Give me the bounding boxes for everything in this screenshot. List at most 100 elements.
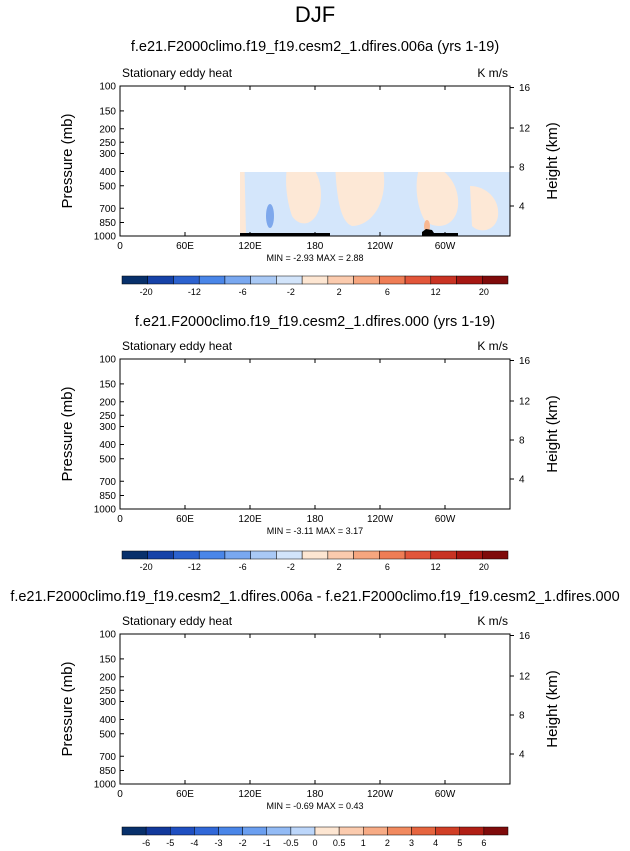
colorbar-swatch: [276, 550, 303, 560]
y-tick-label: 150: [99, 654, 116, 665]
topography: [240, 233, 330, 236]
y-right-tick-label: 16: [519, 631, 531, 642]
y-tick-label: 200: [99, 397, 116, 408]
colorbar-swatch: [430, 550, 457, 560]
min-max-label: MIN = -3.11 MAX = 3.17: [267, 526, 363, 536]
y-right-tick-label: 16: [519, 83, 531, 94]
y-right-tick-label: 8: [519, 436, 525, 447]
y-right-tick-label: 8: [519, 163, 525, 174]
topography: [422, 777, 458, 784]
y-axis-right-title: Height (km): [544, 670, 561, 748]
colorbar-swatch: [218, 826, 243, 836]
colorbar-label: 2: [337, 562, 342, 572]
x-tick-label: 120E: [238, 789, 262, 800]
colorbar-label: -2: [287, 562, 295, 572]
colorbar-label: -4: [190, 838, 198, 848]
colorbar-swatch: [482, 275, 509, 285]
panel-title: f.e21.F2000climo.f19_f19.cesm2_1.dfires.…: [135, 314, 495, 330]
contour-region: [177, 136, 230, 231]
colorbar-swatch: [435, 826, 460, 836]
colorbar-label: -20: [140, 562, 153, 572]
colorbar-swatch: [353, 275, 380, 285]
colorbar-swatch: [250, 275, 277, 285]
colorbar-swatch: [224, 275, 251, 285]
contour-region: [266, 477, 274, 501]
colorbar-label: 2: [385, 838, 390, 848]
contour-region: [425, 138, 431, 158]
y-right-tick-label: 4: [519, 202, 525, 213]
left-string: Stationary eddy heat: [122, 66, 233, 80]
panels: f.e21.F2000climo.f19_f19.cesm2_1.dfires.…: [10, 39, 619, 848]
x-tick-label: 120W: [367, 514, 394, 525]
y-tick-label: 400: [99, 715, 116, 726]
colorbar-swatch: [379, 550, 406, 560]
colorbar-label: 2: [337, 287, 342, 297]
right-string: K m/s: [477, 339, 508, 353]
colorbar: -20 -12 -6 -2 2 6 12 20: [121, 275, 509, 297]
colorbar-swatch: [459, 826, 485, 836]
contour-region: [154, 644, 193, 742]
colorbar-swatch: [147, 275, 174, 285]
y-tick-label: 300: [99, 697, 116, 708]
y-tick-label: 850: [99, 218, 116, 229]
y-tick-label: 400: [99, 167, 116, 178]
contour-region: [120, 733, 158, 784]
colorbar-swatch: [224, 550, 251, 560]
colorbar-swatch: [198, 550, 226, 560]
y-right-tick-label: 12: [519, 397, 531, 408]
contour-region: [416, 172, 459, 226]
y-right-tick-label: 16: [519, 356, 531, 367]
contour-region: [472, 714, 507, 771]
colorbar-label: 5: [457, 838, 462, 848]
x-tick-label: 60W: [435, 789, 456, 800]
colorbar-swatch: [482, 550, 509, 560]
contour-region: [127, 208, 133, 220]
colorbar-swatch: [170, 826, 195, 836]
colorbar-label: -6: [239, 562, 247, 572]
colorbar-swatch: [301, 550, 329, 560]
colorbar-label: -6: [142, 838, 150, 848]
colorbar-label: 12: [431, 562, 441, 572]
colorbar-label: 6: [481, 838, 486, 848]
min-max-label: MIN = -0.69 MAX = 0.43: [266, 801, 363, 811]
colorbar-swatch: [290, 826, 316, 836]
x-tick-label: 120E: [238, 514, 262, 525]
y-tick-label: 300: [99, 149, 116, 160]
y-tick-label: 700: [99, 752, 116, 763]
x-tick-label: 120E: [238, 241, 262, 252]
colorbar-label: -12: [188, 562, 201, 572]
contour-field: [120, 136, 510, 236]
colorbar-label: 0.5: [333, 838, 346, 848]
x-tick-label: 60E: [176, 789, 194, 800]
y-tick-label: 100: [99, 630, 116, 641]
colorbar-swatch: [404, 275, 432, 285]
y-tick-label: 850: [99, 491, 116, 502]
contour-region: [424, 220, 430, 232]
contour-region: [425, 411, 431, 431]
y-tick-label: 500: [99, 454, 116, 465]
x-tick-label: 120W: [367, 241, 394, 252]
colorbar-label: -5: [166, 838, 174, 848]
figure-title: DJF: [295, 2, 335, 27]
contour-region: [266, 204, 274, 228]
y-tick-label: 500: [99, 181, 116, 192]
x-tick-label: 0: [117, 514, 123, 525]
topography: [120, 225, 166, 236]
colorbar-swatch: [121, 826, 147, 836]
y-right-tick-label: 4: [519, 475, 525, 486]
contour-region: [177, 409, 230, 504]
contour-region: [120, 380, 510, 509]
panel-title: f.e21.F2000climo.f19_f19.cesm2_1.dfires.…: [10, 589, 619, 605]
chart-panel-3: f.e21.F2000climo.f19_f19.cesm2_1.dfires.…: [10, 589, 619, 848]
topography: [422, 502, 458, 509]
y-axis-right-title: Height (km): [544, 395, 561, 473]
y-tick-label: 250: [99, 686, 116, 697]
contour-region: [236, 419, 246, 507]
x-tick-label: 60W: [435, 241, 456, 252]
contour-region: [416, 644, 461, 725]
y-axis-title: Pressure (mb): [59, 113, 76, 208]
contour-field: [120, 634, 510, 784]
colorbar-swatch: [430, 275, 457, 285]
contour-region: [286, 172, 321, 224]
x-tick-label: 180: [307, 241, 324, 252]
